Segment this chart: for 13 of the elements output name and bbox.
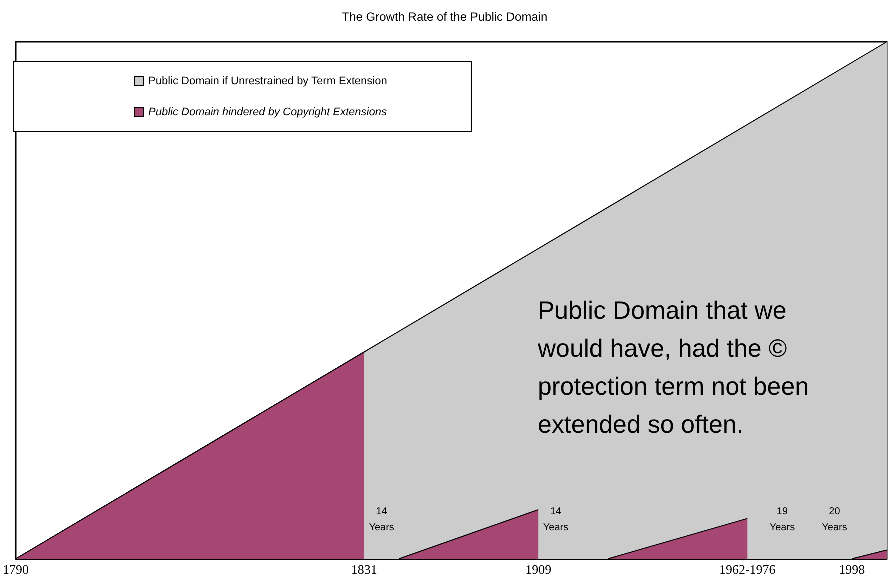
- x-tick-label: 1998: [839, 562, 866, 577]
- legend-label: Public Domain hindered by Copyright Extensions: [148, 106, 388, 118]
- annotation: 19 Years: [770, 506, 796, 534]
- x-tick-label: 1831: [351, 562, 378, 577]
- chart-title: The Growth Rate of the Public Domain: [342, 10, 548, 24]
- annotation: 14 Years: [543, 506, 569, 534]
- x-tick-label: 1790: [3, 562, 29, 577]
- x-tick-label: 1909: [526, 562, 552, 577]
- annotation: 14 Years: [369, 506, 394, 534]
- annotation: 20 Years: [822, 506, 848, 534]
- legend-label: Public Domain if Unrestrained by Term Extension: [148, 76, 388, 88]
- annotation: Public Domain that we would have, had the © protection term not been extended so often.: [537, 297, 816, 439]
- x-tick-label: 1962-1976: [719, 562, 776, 577]
